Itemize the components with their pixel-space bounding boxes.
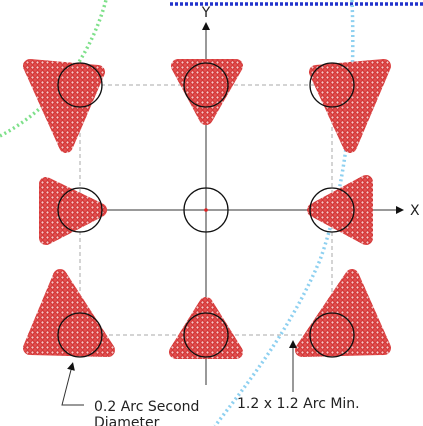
center-spot: [204, 208, 208, 212]
y-label: Y: [201, 5, 211, 21]
spot: [302, 276, 384, 350]
pointer: [62, 366, 84, 405]
diagram: Y X: [0, 0, 423, 426]
spot: [30, 276, 108, 350]
circle-label: 0.2 Arc Second Diameter: [94, 399, 214, 426]
field-label: 1.2 x 1.2 Arc Min.: [237, 396, 417, 412]
figure: Y X 0.2 Arc Second Diameter 1.2 x 1.2 Ar…: [0, 0, 423, 426]
x-label: X: [410, 203, 420, 219]
